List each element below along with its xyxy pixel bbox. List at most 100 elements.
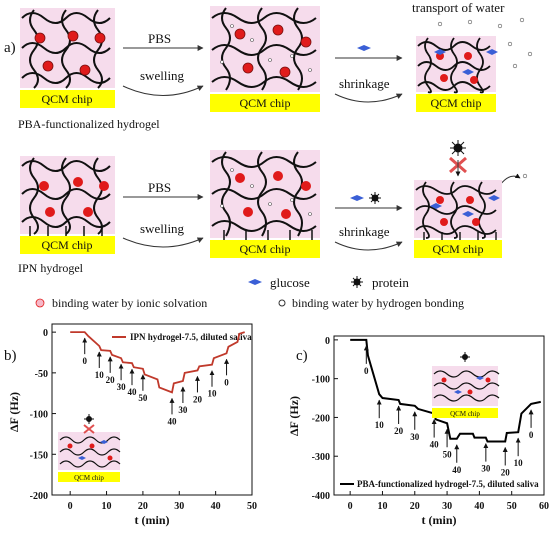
concentration-label: 30 (178, 405, 188, 415)
y-tick-label: -100 (312, 375, 330, 386)
gel-row1-initial: QCM chip (20, 8, 115, 108)
concentration-label: 0 (82, 356, 87, 366)
y-tick-label: 0 (325, 336, 330, 347)
row2-caption: IPN hydrogel (18, 261, 84, 275)
x-tick-label: 0 (68, 501, 73, 512)
x-tick-label: 60 (539, 501, 549, 512)
row1-caption: PBA-functionalized hydrogel (18, 117, 160, 131)
panel-c-inset: QCM chip (432, 352, 500, 418)
row2-curve-arrow (122, 237, 204, 248)
x-tick-label: 10 (377, 501, 387, 512)
concentration-label: 10 (95, 370, 105, 380)
y-tick-label: 0 (43, 328, 48, 339)
legend-protein: protein (372, 275, 409, 290)
concentration-label: 40 (452, 465, 462, 475)
panel-c-xlabel: t (min) (422, 513, 457, 527)
chip-label: QCM chip (42, 92, 93, 106)
concentration-label: 40 (168, 416, 178, 426)
chip-label: QCM chip (42, 238, 93, 252)
chip-label: QCM chip (431, 96, 482, 110)
concentration-label: 0 (364, 366, 369, 376)
y-tick-label: -300 (312, 452, 330, 463)
concentration-label: 30 (410, 432, 420, 442)
gel-row2-shrunk: QCM chip (414, 140, 528, 258)
concentration-label: 30 (481, 464, 491, 474)
chip-label: QCM chip (74, 474, 104, 482)
row1-arrow-top-label: PBS (148, 31, 171, 46)
panel-b-legend: IPN hydrogel-7.5, diluted saliva (130, 332, 252, 342)
legend-glucose: glucose (270, 275, 310, 290)
row2-arrow-bottom-label: swelling (140, 221, 185, 236)
legend-ionic: binding water by ionic solvation (52, 296, 207, 310)
released-water-dots (437, 17, 533, 69)
x-tick-label: 0 (348, 501, 353, 512)
protein-icon (450, 140, 466, 156)
protein-icon (351, 276, 363, 288)
x-tick-label: 40 (474, 501, 484, 512)
concentration-label: 20 (501, 467, 511, 477)
panel-b-xlabel: t (min) (135, 513, 170, 527)
row1-shrink-label: shrinkage (339, 76, 390, 91)
concentration-label: 0 (529, 430, 534, 440)
chip-label: QCM chip (450, 410, 480, 418)
glucose-icon (350, 195, 364, 201)
panel-b-series-line (70, 331, 245, 394)
x-tick-label: 20 (410, 501, 420, 512)
panel-b-inset: QCM chip (58, 414, 121, 482)
x-tick-label: 40 (211, 501, 221, 512)
panel-b-ylabel: ΔF (Hz) (7, 392, 21, 432)
panel-a-label: a) (4, 40, 16, 56)
concentration-label: 50 (138, 393, 148, 403)
transport-annotation: transport of water (412, 0, 505, 15)
panel-c-chart: 0-100-200-300-400 0 10 20 30 40 50 60 t (min) … (287, 335, 549, 527)
panel-c-series-line (350, 338, 542, 443)
x-tick-label: 30 (174, 501, 184, 512)
concentration-label: 20 (106, 375, 116, 385)
x-tick-label: 50 (507, 501, 517, 512)
gel-row2-swollen: QCM chip (210, 150, 320, 258)
concentration-label: 40 (128, 387, 138, 397)
panel-c-label: c) (296, 348, 308, 364)
chip-label: QCM chip (240, 242, 291, 256)
concentration-label: 20 (394, 426, 404, 436)
row1-arrow-bottom-label: swelling (140, 68, 185, 83)
legend: glucose protein binding water by ionic s… (35, 275, 464, 310)
glucose-icon (248, 279, 262, 285)
panel-c-ylabel: ΔF (Hz) (287, 396, 301, 436)
gel-row1-swollen: QCM chip (210, 6, 320, 112)
panel-c-legend: PBA-functionalized hydrogel-7.5, diluted… (357, 479, 539, 489)
concentration-label: 10 (208, 389, 218, 399)
y-tick-label: -50 (35, 369, 48, 380)
glucose-icon (357, 45, 371, 51)
y-tick-label: -400 (312, 491, 330, 502)
y-tick-label: -200 (312, 413, 330, 424)
concentration-label: 30 (117, 382, 127, 392)
gel-row2-initial: QCM chip (20, 156, 115, 254)
y-tick-label: -100 (30, 410, 48, 421)
x-tick-label: 10 (102, 501, 112, 512)
chip-label: QCM chip (433, 242, 484, 256)
ionic-water-icon (35, 298, 45, 308)
concentration-label: 50 (443, 449, 453, 459)
panel-b-label: b) (4, 348, 17, 364)
concentration-label: 0 (224, 377, 229, 387)
concentration-label: 10 (375, 420, 385, 430)
row2-arrow-top-label: PBS (148, 180, 171, 195)
y-tick-label: -150 (30, 450, 48, 461)
x-tick-label: 50 (247, 501, 257, 512)
row2-shrink-curve (334, 241, 403, 251)
concentration-label: 10 (514, 458, 524, 468)
x-tick-label: 20 (138, 501, 148, 512)
y-tick-label: -200 (30, 491, 48, 502)
row2-shrink-label: shrinkage (339, 224, 390, 239)
row1-shrink-curve (334, 93, 403, 103)
hbond-water-icon (278, 299, 286, 307)
gel-row1-shrunk: QCM chip (416, 36, 498, 112)
protein-icon (369, 192, 381, 204)
chip-label: QCM chip (240, 96, 291, 110)
legend-hbond: binding water by hydrogen bonding (292, 296, 464, 310)
row1-curve-arrow (122, 85, 204, 96)
concentration-label: 40 (430, 440, 440, 450)
concentration-label: 20 (193, 394, 203, 404)
